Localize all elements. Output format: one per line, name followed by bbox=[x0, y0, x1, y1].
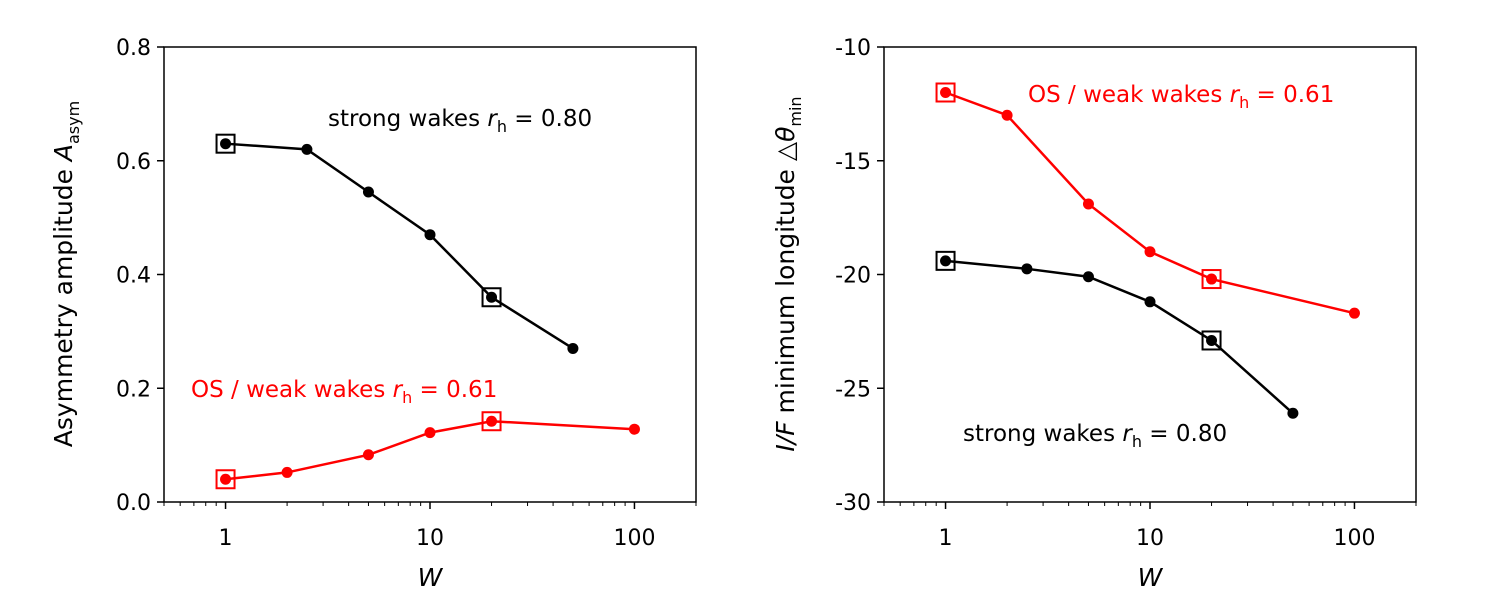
right-y-tick-label: -30 bbox=[835, 491, 871, 516]
right-annotation-weak-pre: OS / weak wakes bbox=[1028, 82, 1230, 108]
right-black-data-point bbox=[1144, 296, 1156, 308]
right-black-data-point bbox=[940, 255, 952, 267]
right-annotation-strong-wakes: strong wakes rh = 0.80 bbox=[963, 421, 1227, 451]
left-series-group bbox=[215, 133, 640, 490]
right-y-axis-label-subscript: min bbox=[786, 96, 805, 126]
right-x-tick-label: 1 bbox=[939, 526, 953, 551]
left-black-data-point bbox=[567, 342, 579, 354]
right-x-tick-label: 10 bbox=[1136, 526, 1164, 551]
right-y-axis-label: I/F minimum longitude △θmin bbox=[771, 96, 805, 451]
left-y-tick-label: 0.2 bbox=[116, 377, 151, 402]
left-black-boxed-marker bbox=[215, 133, 236, 154]
left-annotation-strong-post: = 0.80 bbox=[507, 106, 592, 132]
right-y-tick-label: -25 bbox=[835, 377, 871, 402]
right-annotation-weak-subscript: h bbox=[1239, 93, 1249, 112]
left-y-axis-label-text: Asymmetry amplitude bbox=[49, 161, 78, 447]
right-y-tick-label: -10 bbox=[835, 36, 871, 61]
left-y-axis-ticks: 0.0 0.2 0.4 0.6 0.8 bbox=[116, 36, 164, 516]
right-annotation-strong-subscript: h bbox=[1132, 432, 1142, 451]
right-red-series-line bbox=[945, 91, 1355, 315]
left-x-tick-label: 100 bbox=[613, 526, 655, 551]
left-red-series-line bbox=[225, 419, 635, 481]
left-y-axis-label-subscript: asym bbox=[64, 101, 83, 144]
left-annotation-strong-pre: strong wakes bbox=[328, 106, 487, 132]
right-black-series-line bbox=[945, 259, 1294, 415]
left-y-axis-label-symbol: A bbox=[49, 144, 78, 163]
right-annotation-strong-post: = 0.80 bbox=[1142, 421, 1227, 447]
left-black-data-point bbox=[486, 291, 498, 303]
left-red-data-point bbox=[424, 427, 436, 439]
left-red-data-point bbox=[362, 449, 374, 461]
left-x-tick-label: 1 bbox=[219, 526, 233, 551]
left-annotation-weak-pre: OS / weak wakes bbox=[191, 377, 393, 403]
left-annotation-strong-symbol: r bbox=[487, 106, 498, 132]
left-annotation-weak-subscript: h bbox=[402, 388, 412, 407]
right-black-data-point bbox=[1021, 263, 1033, 275]
left-chart-panel: 0.0 0.2 0.4 0.6 0.8 1 10 100 W Asymmetry ampli… bbox=[49, 36, 697, 592]
left-annotation-weak-symbol: r bbox=[393, 377, 404, 403]
right-red-data-point bbox=[1001, 109, 1013, 121]
right-series-group bbox=[935, 82, 1360, 419]
right-red-data-point bbox=[1348, 307, 1360, 319]
left-annotation-strong-wakes: strong wakes rh = 0.80 bbox=[328, 106, 592, 136]
right-y-tick-label: -15 bbox=[835, 150, 871, 175]
left-red-data-point bbox=[281, 466, 293, 478]
right-red-boxed-marker bbox=[935, 82, 956, 103]
right-red-data-point bbox=[1082, 198, 1094, 210]
left-black-data-point bbox=[362, 186, 374, 198]
left-x-tick-label: 10 bbox=[416, 526, 444, 551]
left-y-tick-label: 0.0 bbox=[116, 491, 151, 516]
left-red-boxed-marker bbox=[215, 469, 236, 490]
right-annotation-weak-symbol: r bbox=[1230, 82, 1241, 108]
left-red-data-point bbox=[486, 415, 498, 427]
right-y-axis-ticks: -30 -25 -20 -15 -10 bbox=[835, 36, 884, 516]
right-annotation-strong-pre: strong wakes bbox=[963, 421, 1122, 447]
right-red-data-point bbox=[940, 87, 952, 98]
right-x-axis-label: W bbox=[1138, 563, 1164, 592]
left-black-data-point bbox=[301, 143, 313, 155]
left-black-data-point bbox=[424, 229, 436, 241]
left-x-axis-label: W bbox=[418, 563, 444, 592]
right-black-boxed-marker bbox=[1201, 330, 1222, 351]
left-annotation-weak-wakes: OS / weak wakes rh = 0.61 bbox=[191, 377, 497, 407]
right-red-data-point bbox=[1144, 246, 1156, 258]
left-red-data-point bbox=[220, 473, 232, 485]
right-y-axis-label-symbol: △θ bbox=[771, 127, 800, 162]
left-black-boxed-marker bbox=[481, 287, 502, 308]
left-red-boxed-marker bbox=[481, 411, 502, 432]
left-y-tick-label: 0.6 bbox=[116, 150, 151, 175]
left-y-tick-label: 0.8 bbox=[116, 36, 151, 61]
right-black-data-point bbox=[1082, 271, 1094, 283]
right-black-data-point bbox=[1287, 407, 1299, 419]
left-annotation-weak-post: = 0.61 bbox=[412, 377, 497, 403]
right-annotation-strong-symbol: r bbox=[1122, 421, 1133, 447]
right-y-axis-label-prefix: I/F bbox=[771, 421, 800, 452]
right-x-axis-ticks: 1 10 100 bbox=[883, 502, 1417, 551]
right-annotation-weak-post: = 0.61 bbox=[1249, 82, 1334, 108]
right-y-tick-label: -20 bbox=[835, 264, 871, 289]
left-black-data-point bbox=[220, 138, 232, 150]
right-black-boxed-marker bbox=[935, 250, 956, 271]
right-chart-panel: -30 -25 -20 -15 -10 1 10 100 W I/F minimum lon… bbox=[771, 36, 1417, 592]
right-x-tick-label: 100 bbox=[1333, 526, 1375, 551]
right-y-axis-label-text: minimum longitude bbox=[771, 161, 800, 421]
left-annotation-strong-subscript: h bbox=[497, 117, 507, 136]
left-x-axis-ticks: 1 10 100 bbox=[163, 502, 697, 551]
left-black-series-line bbox=[225, 142, 574, 350]
right-red-data-point bbox=[1206, 273, 1218, 285]
right-red-boxed-marker bbox=[1201, 269, 1222, 290]
left-y-tick-label: 0.4 bbox=[116, 264, 151, 289]
right-annotation-weak-wakes: OS / weak wakes rh = 0.61 bbox=[1028, 82, 1334, 112]
left-red-data-point bbox=[628, 423, 640, 435]
right-black-data-point bbox=[1206, 334, 1218, 346]
left-y-axis-label: Asymmetry amplitude Aasym bbox=[49, 101, 83, 447]
